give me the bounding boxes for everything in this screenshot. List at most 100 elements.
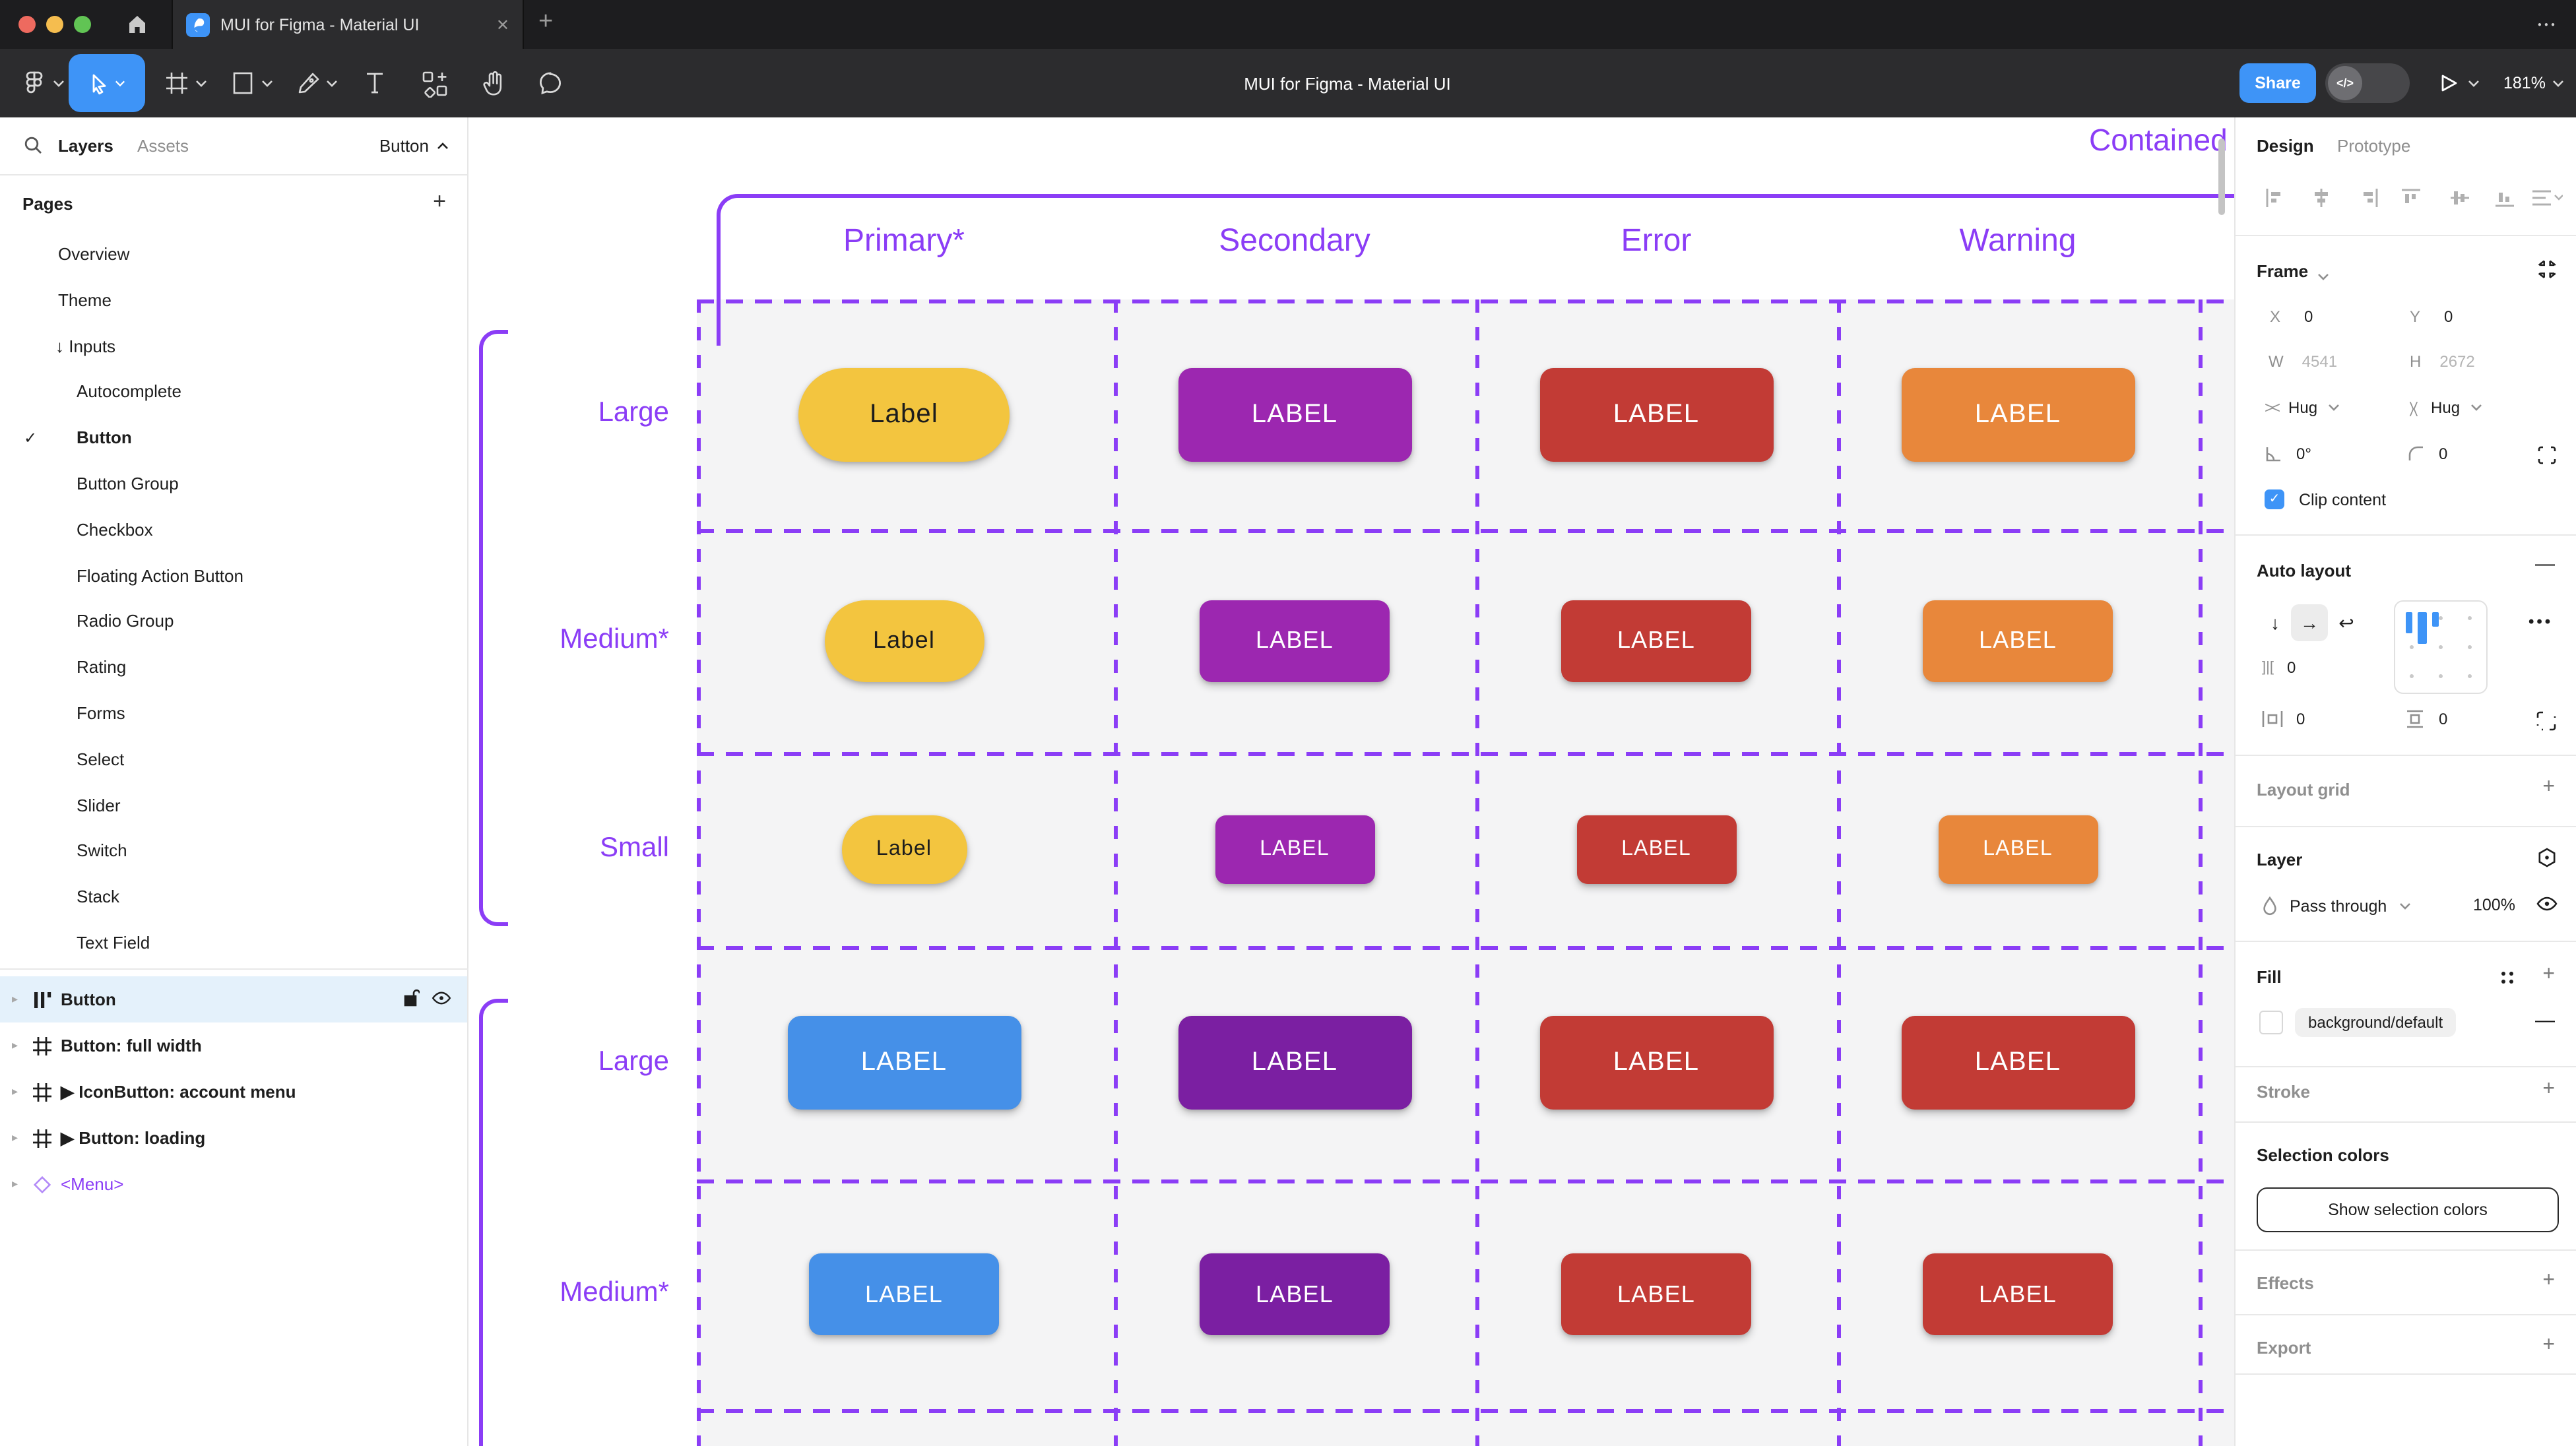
expand-chevron-icon[interactable]: ▸	[12, 1084, 18, 1098]
page-item-checkbox[interactable]: Checkbox	[0, 507, 467, 553]
horizontal-sizing-control[interactable]: >< Hug	[2265, 398, 2340, 417]
move-tool-button[interactable]	[69, 54, 145, 112]
y-value[interactable]: 0	[2444, 307, 2453, 326]
padding-vertical-control[interactable]: 0	[2404, 710, 2447, 728]
align-bottom-icon[interactable]	[2494, 187, 2515, 212]
page-item-radio-group[interactable]: Radio Group	[0, 598, 467, 644]
canvas-button-r4-c1[interactable]: LABEL	[787, 1016, 1021, 1110]
fill-color-swatch[interactable]	[2259, 1011, 2283, 1034]
main-menu-chevron-icon[interactable]	[50, 49, 66, 117]
layer-item-button-loading[interactable]: ▸ ▶ Button: loading	[0, 1115, 467, 1161]
canvas-button-r4-c2[interactable]: LABEL	[1178, 1016, 1411, 1110]
new-tab-button[interactable]: +	[538, 8, 554, 36]
layer-item-button-full-width[interactable]: ▸ Button: full width	[0, 1022, 467, 1069]
canvas-button-r1-c4[interactable]: LABEL	[1901, 367, 2135, 461]
page-item-slider[interactable]: Slider	[0, 782, 467, 828]
blend-mode-icon[interactable]	[2536, 847, 2558, 872]
document-title[interactable]: MUI for Figma - Material UI	[1244, 73, 1451, 93]
add-effect-icon[interactable]: +	[2542, 1269, 2555, 1292]
rotation-control[interactable]: 0°	[2265, 445, 2311, 463]
page-item-inputs[interactable]: ↓ Inputs	[0, 323, 467, 369]
text-tool-icon[interactable]	[359, 49, 391, 117]
page-item-button-group[interactable]: Button Group	[0, 460, 467, 507]
maximize-window-button[interactable]	[74, 16, 91, 33]
align-left-icon[interactable]	[2265, 187, 2286, 212]
frame-section-title[interactable]: Frame	[2257, 261, 2309, 281]
tab-design[interactable]: Design	[2257, 136, 2314, 156]
page-item-button[interactable]: ✓ Button	[0, 414, 467, 460]
tab-layers[interactable]: Layers	[58, 136, 113, 156]
expand-chevron-icon[interactable]: ▸	[12, 1038, 18, 1052]
canvas-button-r1-c1[interactable]: Label	[798, 367, 1010, 461]
canvas-button-r2-c2[interactable]: LABEL	[1200, 600, 1390, 681]
shape-tool-chevron-icon[interactable]	[259, 49, 274, 117]
align-h-center-icon[interactable]	[2311, 187, 2332, 212]
tab-close-icon[interactable]: ✕	[496, 15, 509, 34]
fill-styles-icon[interactable]	[2499, 970, 2515, 990]
add-stroke-icon[interactable]: +	[2542, 1078, 2555, 1100]
canvas-button-r2-c4[interactable]: LABEL	[1923, 600, 2113, 681]
align-top-icon[interactable]	[2400, 187, 2422, 212]
export-section-title[interactable]: Export	[2257, 1338, 2311, 1358]
collapse-frame-icon[interactable]	[2536, 259, 2558, 284]
auto-layout-vertical-icon[interactable]: ↓	[2270, 612, 2280, 633]
w-value[interactable]: 4541	[2302, 352, 2338, 371]
align-right-icon[interactable]	[2358, 187, 2379, 212]
align-v-center-icon[interactable]	[2449, 187, 2470, 212]
page-item-rating[interactable]: Rating	[0, 644, 467, 690]
padding-horizontal-control[interactable]: 0	[2262, 710, 2305, 728]
canvas[interactable]: Contained Primary* Secondary Error Warning L…	[468, 117, 2234, 1446]
add-export-icon[interactable]: +	[2542, 1334, 2555, 1356]
pen-tool-chevron-icon[interactable]	[323, 49, 339, 117]
canvas-button-r5-c1[interactable]: LABEL	[809, 1253, 999, 1335]
auto-layout-section-title[interactable]: Auto layout	[2257, 561, 2351, 581]
canvas-button-r3-c2[interactable]: LABEL	[1215, 815, 1374, 883]
window-menu-icon[interactable]: ●●●	[2537, 21, 2558, 29]
stroke-section-title[interactable]: Stroke	[2257, 1082, 2310, 1102]
minimize-window-button[interactable]	[46, 16, 63, 33]
layer-section-title[interactable]: Layer	[2257, 850, 2303, 869]
auto-layout-more-icon[interactable]: •••	[2528, 612, 2554, 631]
canvas-button-r5-c3[interactable]: LABEL	[1561, 1253, 1751, 1335]
add-layout-grid-icon[interactable]: +	[2542, 776, 2555, 798]
expand-chevron-icon[interactable]: ▸	[12, 1177, 18, 1190]
unlock-icon[interactable]	[404, 988, 421, 1011]
frame-tool-chevron-icon[interactable]	[193, 49, 209, 117]
comment-tool-icon[interactable]	[533, 49, 567, 117]
distribute-icon[interactable]	[2531, 187, 2563, 212]
page-item-switch[interactable]: Switch	[0, 828, 467, 874]
page-item-stack[interactable]: Stack	[0, 873, 467, 920]
canvas-button-r2-c1[interactable]: Label	[824, 600, 984, 681]
frame-title[interactable]: Contained	[2089, 123, 2228, 157]
canvas-button-r1-c3[interactable]: LABEL	[1539, 367, 1773, 461]
dev-mode-toggle[interactable]: </>	[2325, 63, 2410, 103]
canvas-button-r2-c3[interactable]: LABEL	[1561, 600, 1751, 681]
home-icon[interactable]	[124, 11, 150, 44]
canvas-button-r3-c1[interactable]: Label	[841, 815, 967, 883]
tab-prototype[interactable]: Prototype	[2337, 136, 2411, 156]
selection-badge[interactable]: Button	[379, 136, 449, 156]
page-item-theme[interactable]: Theme	[0, 277, 467, 323]
visibility-eye-icon[interactable]	[432, 990, 451, 1009]
auto-layout-alignment-widget[interactable]	[2394, 600, 2488, 694]
auto-layout-wrap-icon[interactable]: ↩	[2338, 612, 2354, 633]
fill-section-title[interactable]: Fill	[2257, 967, 2282, 987]
actions-tool-icon[interactable]	[417, 49, 451, 117]
layer-item-iconbutton-account-menu[interactable]: ▸ ▶ IconButton: account menu	[0, 1069, 467, 1115]
canvas-button-r4-c4[interactable]: LABEL	[1901, 1016, 2135, 1110]
layer-item-button[interactable]: ▸ Button	[0, 976, 467, 1022]
frame-tool-icon[interactable]	[161, 49, 193, 117]
frame-section-chevron-icon[interactable]	[2317, 267, 2329, 285]
fill-style-chip[interactable]: background/default	[2295, 1008, 2457, 1037]
canvas-button-r3-c3[interactable]: LABEL	[1576, 815, 1736, 883]
zoom-level-control[interactable]: 181%	[2503, 49, 2564, 117]
present-chevron-icon[interactable]	[2465, 49, 2481, 117]
pen-tool-icon[interactable]	[292, 49, 323, 117]
layer-item--menu-[interactable]: ▸ <Menu>	[0, 1161, 467, 1207]
effects-section-title[interactable]: Effects	[2257, 1273, 2314, 1293]
expand-chevron-icon[interactable]: ▸	[12, 992, 18, 1005]
page-item-autocomplete[interactable]: Autocomplete	[0, 369, 467, 415]
gap-control[interactable]: ]|[ 0	[2262, 658, 2296, 677]
page-item-floating-action-button[interactable]: Floating Action Button	[0, 552, 467, 598]
main-menu-figma-icon[interactable]	[16, 49, 53, 117]
